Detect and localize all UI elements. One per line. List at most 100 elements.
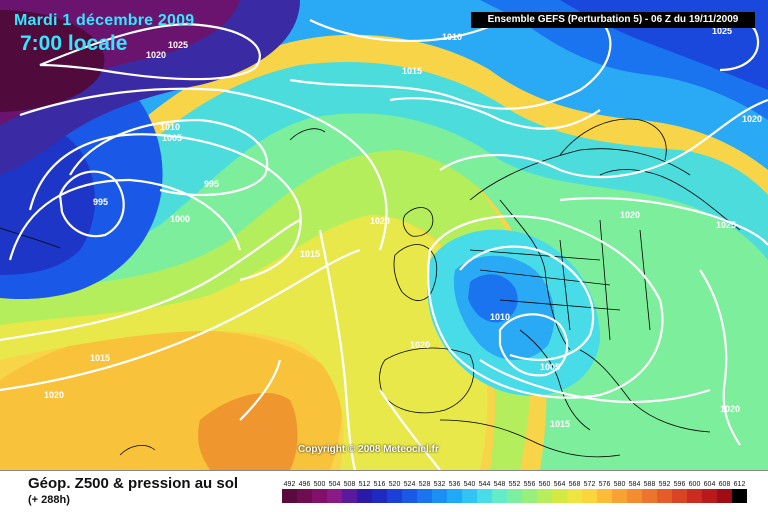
field-title: Géop. Z500 & pression au sol xyxy=(28,475,239,492)
scale-swatch xyxy=(387,489,402,503)
scale-swatch xyxy=(297,489,312,503)
scale-tick-label: 536 xyxy=(449,481,461,488)
scale-tick-label: 504 xyxy=(329,481,341,488)
scale-tick-label: 496 xyxy=(299,481,311,488)
scale-tick-label: 596 xyxy=(674,481,686,488)
scale-tick-label: 532 xyxy=(434,481,446,488)
isobar-lines xyxy=(0,13,768,470)
isobar-labels: 1025 1020 1010 1015 1025 1010 1005 995 9… xyxy=(44,26,762,429)
isobar-label: 1015 xyxy=(90,353,110,363)
isobar-label: 1010 xyxy=(490,312,510,322)
field-trough-core xyxy=(468,274,518,323)
scale-tick-label: 556 xyxy=(524,481,536,488)
isobar-label: 1020 xyxy=(146,50,166,60)
scale-swatch xyxy=(597,489,612,503)
scale-tick-label: 552 xyxy=(509,481,521,488)
scale-tick-label: 564 xyxy=(554,481,566,488)
scale-tick-label: 512 xyxy=(359,481,371,488)
scale-swatch xyxy=(507,489,522,503)
scale-tick-label: 560 xyxy=(539,481,551,488)
isobar-label: 1020 xyxy=(620,210,640,220)
scale-tick-label: 604 xyxy=(704,481,716,488)
geopotential-map: 1025 1020 1010 1015 1025 1010 1005 995 9… xyxy=(0,0,768,470)
scale-swatch xyxy=(687,489,702,503)
scale-swatch xyxy=(732,489,747,503)
scale-tick-label: 516 xyxy=(374,481,386,488)
scale-tick-label: 600 xyxy=(689,481,701,488)
isobar-label: 1015 xyxy=(402,66,422,76)
field-560 xyxy=(0,211,488,470)
scale-swatch xyxy=(462,489,477,503)
scale-swatch xyxy=(312,489,327,503)
scale-swatch xyxy=(282,489,297,503)
scale-swatch xyxy=(327,489,342,503)
field-576 xyxy=(198,392,298,470)
scale-swatch xyxy=(477,489,492,503)
scale-swatch xyxy=(537,489,552,503)
isobar-label: 1005 xyxy=(540,362,560,372)
scale-swatch xyxy=(627,489,642,503)
scale-swatch xyxy=(357,489,372,503)
isobar-label: 1000 xyxy=(170,214,190,224)
isobar-label: 1020 xyxy=(742,114,762,124)
scale-tick-label: 520 xyxy=(389,481,401,488)
scale-tick-label: 524 xyxy=(404,481,416,488)
scale-tick-label: 608 xyxy=(719,481,731,488)
isobar-label: 1020 xyxy=(720,404,740,414)
valid-time: 7:00 locale xyxy=(20,32,128,55)
scale-swatch xyxy=(642,489,657,503)
isobar-label: 995 xyxy=(204,179,219,189)
isobar-label: 1025 xyxy=(168,40,188,50)
scale-tick-label: 544 xyxy=(479,481,491,488)
scale-tick-label: 500 xyxy=(314,481,326,488)
scale-tick-label: 548 xyxy=(494,481,506,488)
scale-tick-label: 568 xyxy=(569,481,581,488)
scale-tick-label: 508 xyxy=(344,481,356,488)
scale-tick-label: 592 xyxy=(659,481,671,488)
scale-swatch xyxy=(612,489,627,503)
scale-tick-label: 572 xyxy=(584,481,596,488)
isobar-label: 1015 xyxy=(550,419,570,429)
scale-swatch xyxy=(657,489,672,503)
scale-tick-label: 576 xyxy=(599,481,611,488)
isobar-label: 1020 xyxy=(370,216,390,226)
scale-swatch xyxy=(402,489,417,503)
field-528 xyxy=(0,0,768,120)
scale-swatch xyxy=(567,489,582,503)
valid-date: Mardi 1 décembre 2009 xyxy=(14,12,195,29)
scale-tick-label: 528 xyxy=(419,481,431,488)
scale-tick-label: 588 xyxy=(644,481,656,488)
scale-swatch xyxy=(492,489,507,503)
scale-swatch xyxy=(372,489,387,503)
color-scale: 492 496 500 504 508 512 516 520 524 528 532 536 540 5… xyxy=(282,481,747,503)
scale-swatch xyxy=(717,489,732,503)
scale-tick-label: 580 xyxy=(614,481,626,488)
isobar-label: 1020 xyxy=(44,390,64,400)
forecast-lead: (+ 288h) xyxy=(28,494,70,506)
scale-tick-label: 612 xyxy=(734,481,746,488)
copyright-text: Copyright © 2008 Meteociel.fr xyxy=(298,444,439,455)
scale-tick-label: 492 xyxy=(284,481,296,488)
isobar-label: 1025 xyxy=(716,220,736,230)
isobar-label: 1010 xyxy=(442,32,462,42)
field-540 xyxy=(0,62,768,265)
isobar-label: 1020 xyxy=(410,340,430,350)
scale-swatch xyxy=(582,489,597,503)
isobar-label: 1025 xyxy=(712,26,732,36)
legend-bar: Géop. Z500 & pression au sol (+ 288h) 49… xyxy=(0,470,768,512)
isobar-label: 1015 xyxy=(300,249,320,259)
scale-swatch xyxy=(702,489,717,503)
isobar-label: 1010 xyxy=(160,122,180,132)
scale-swatch xyxy=(522,489,537,503)
isobar-label: 1005 xyxy=(162,133,182,143)
isobar-label: 995 xyxy=(93,197,108,207)
scale-swatch xyxy=(342,489,357,503)
scale-swatch xyxy=(672,489,687,503)
scale-swatch xyxy=(417,489,432,503)
scale-swatch xyxy=(432,489,447,503)
model-run-label: Ensemble GEFS (Perturbation 5) - 06 Z du… xyxy=(471,12,755,28)
coastlines xyxy=(0,118,741,458)
scale-swatch xyxy=(552,489,567,503)
scale-tick-label: 584 xyxy=(629,481,641,488)
